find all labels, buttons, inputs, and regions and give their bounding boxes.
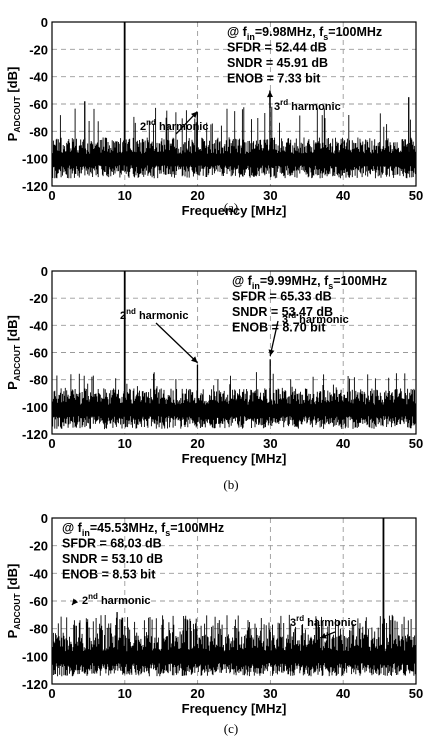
plot-frame (51, 270, 417, 435)
harmonic-arrowhead (268, 349, 275, 356)
harmonic-arrowhead (191, 356, 198, 363)
x-tick-label: 10 (118, 436, 132, 451)
spec-annotation-line: ENOB = 8.70 bit (232, 321, 326, 335)
y-tick-label: -80 (29, 124, 48, 139)
x-tick-label: 20 (190, 686, 204, 701)
spectrum-trace (51, 106, 417, 179)
y-axis-label: PADCOUT [dB] (5, 315, 22, 390)
spectrum-trace (51, 372, 417, 430)
spec-annotation-line: SNDR = 45.91 dB (227, 56, 328, 70)
y-tick-label: -100 (22, 649, 48, 664)
panel-caption: (a) (224, 200, 238, 215)
x-tick-label: 20 (190, 436, 204, 451)
harmonic-arrowhead (266, 91, 273, 98)
harmonic-arrow (155, 322, 198, 364)
spectrum-trace (51, 614, 417, 677)
x-tick-label: 40 (336, 686, 350, 701)
x-tick-label: 30 (263, 436, 277, 451)
x-tick-label: 30 (263, 188, 277, 203)
y-tick-label: -120 (22, 427, 48, 442)
y-tick-label: -60 (29, 97, 48, 112)
y-tick-label: -20 (29, 42, 48, 57)
spec-annotation-line: @ fin=9.98MHz, fs=100MHz (227, 25, 382, 42)
spec-annotation-line: SFDR = 65.33 dB (232, 290, 332, 304)
panel-1: 0 10 20 30 40 50 0 -20 -40 -60 -80 -100 -120 Frequenc… (5, 264, 423, 492)
y-tick-label: -20 (29, 539, 48, 554)
x-tick-label: 20 (190, 188, 204, 203)
y-tick-label: -40 (29, 70, 48, 85)
spec-annotation-line: @ fin=9.99MHz, fs=100MHz (232, 274, 387, 291)
harmonic-label: 3rd harmonic (274, 98, 341, 113)
spec-annotation-line: SNDR = 53.47 dB (232, 305, 333, 319)
x-tick-label: 40 (336, 188, 350, 203)
y-tick-label: -120 (22, 179, 48, 194)
spec-annotation-line: SFDR = 52.44 dB (227, 41, 327, 55)
x-tick-label: 40 (336, 436, 350, 451)
y-tick-label: -100 (22, 400, 48, 415)
x-tick-label: 10 (118, 686, 132, 701)
y-tick-label: -40 (29, 318, 48, 333)
y-tick-label: -60 (29, 346, 48, 361)
y-tick-label: -80 (29, 622, 48, 637)
x-tick-label: 50 (409, 188, 423, 203)
harmonic-label: 3rd harmonic (282, 311, 349, 326)
y-tick-label: -80 (29, 373, 48, 388)
panel-0: 0 10 20 30 40 50 0 -20 -40 -60 -80 -100 -120 Frequenc… (5, 15, 423, 218)
spec-annotation-line: ENOB = 7.33 bit (227, 72, 321, 86)
y-tick-label: 0 (41, 15, 48, 30)
y-tick-label: -100 (22, 152, 48, 167)
spec-annotation-line: SNDR = 53.10 dB (62, 552, 163, 566)
harmonic-label: 2nd harmonic (120, 307, 188, 322)
y-axis-label: PADCOUT [dB] (5, 67, 22, 142)
y-tick-label: 0 (41, 511, 48, 526)
x-axis-label: Frequency [MHz] (182, 203, 287, 218)
plot-frame (51, 21, 417, 187)
spec-annotation-line: @ fin=45.53MHz, fs=100MHz (62, 521, 224, 538)
plot-frame (51, 517, 417, 685)
x-axis-label: Frequency [MHz] (182, 701, 287, 716)
harmonic-label: 2nd harmonic (82, 592, 150, 607)
x-tick-label: 0 (48, 188, 55, 203)
y-tick-label: -40 (29, 566, 48, 581)
spec-annotation-line: SFDR = 68.03 dB (62, 537, 162, 551)
spec-annotation-line: ENOB = 8.53 bit (62, 568, 156, 582)
y-tick-label: -60 (29, 594, 48, 609)
harmonic-arrowhead (191, 111, 198, 118)
y-tick-label: -120 (22, 677, 48, 692)
y-tick-label: -20 (29, 291, 48, 306)
harmonic-arrowhead (72, 598, 79, 605)
harmonic-label: 2nd harmonic (140, 118, 208, 133)
panel-caption: (c) (224, 721, 238, 736)
y-axis-label: PADCOUT [dB] (5, 564, 22, 639)
x-tick-label: 0 (48, 436, 55, 451)
panel-caption: (b) (223, 477, 238, 492)
x-tick-label: 0 (48, 686, 55, 701)
x-tick-label: 30 (263, 686, 277, 701)
y-tick-label: 0 (41, 264, 48, 279)
x-tick-label: 10 (118, 188, 132, 203)
x-tick-label: 50 (409, 686, 423, 701)
x-axis-label: Frequency [MHz] (182, 451, 287, 466)
panel-2: 0 10 20 30 40 50 0 -20 -40 -60 -80 -100 -120 Frequenc… (5, 511, 423, 736)
harmonic-label: 3rd harmonic (290, 614, 357, 629)
x-tick-label: 50 (409, 436, 423, 451)
harmonic-arrowhead (320, 632, 327, 639)
